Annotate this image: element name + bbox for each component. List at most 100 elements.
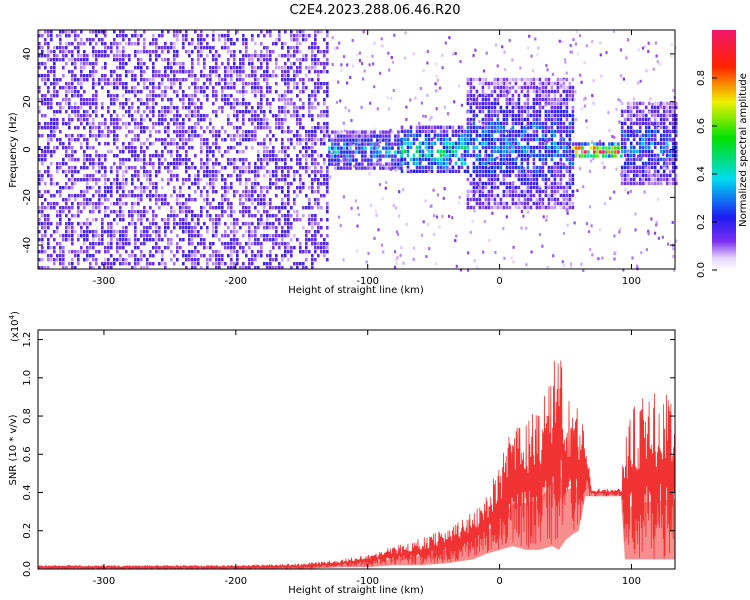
spectrogram-cell xyxy=(629,169,633,174)
spectrogram-cell xyxy=(107,198,110,202)
spectrogram-cell xyxy=(53,238,56,242)
spectrogram-cell xyxy=(221,62,224,66)
spectrogram-cell xyxy=(137,38,140,42)
spectrogram-cell xyxy=(215,58,218,62)
spectrogram-cell xyxy=(526,97,530,102)
spectrogram-cell xyxy=(559,117,563,122)
spectrogram-cell xyxy=(233,114,236,118)
spectrogram-cell xyxy=(311,134,314,138)
spectrogram-cell xyxy=(578,142,581,146)
spectrogram-cell xyxy=(299,106,302,110)
spectrogram-cell xyxy=(77,170,80,174)
spectrogram-cell xyxy=(233,238,236,242)
spectrogram-cell xyxy=(326,154,329,158)
spectrogram-cell xyxy=(236,114,239,118)
spectrogram-cell xyxy=(191,230,194,234)
spectrogram-cell xyxy=(553,165,557,170)
spectrogram-cell xyxy=(445,169,449,173)
spectrogram-cell xyxy=(565,125,569,130)
spectrogram-cell xyxy=(320,82,323,86)
spectrogram-cell xyxy=(56,202,59,206)
spectrogram-cell xyxy=(599,142,602,146)
spectrogram-cell xyxy=(257,254,260,258)
spectrogram-cell xyxy=(65,162,68,166)
spectrogram-cell xyxy=(134,226,137,230)
spectrogram-cell xyxy=(254,206,257,210)
spectrogram-cell xyxy=(308,98,311,102)
spectrogram-cell xyxy=(529,137,533,142)
spectrogram-cell xyxy=(409,145,413,149)
spectrogram-cell xyxy=(122,186,125,190)
spectrogram-cell xyxy=(113,138,116,142)
spectrogram-cell xyxy=(50,194,53,198)
spectrogram-cell xyxy=(44,182,47,186)
spectrogram-cell xyxy=(641,173,645,178)
spectrogram-cell xyxy=(445,125,449,129)
spectrogram-cell xyxy=(469,141,473,146)
spectrogram-cell xyxy=(269,150,272,154)
spectrogram-cell xyxy=(155,70,158,74)
spectrogram-cell xyxy=(71,106,74,110)
spectrogram-cell xyxy=(302,214,305,218)
spectrogram-cell xyxy=(317,102,320,106)
spectrogram-cell xyxy=(56,90,59,94)
spectrogram-cell xyxy=(475,201,479,206)
spectrogram-cell xyxy=(116,246,119,250)
spectrogram-cell xyxy=(83,118,86,122)
spectrogram-cell xyxy=(242,262,245,266)
spectrogram-cell xyxy=(230,86,233,90)
spectrogram-cell xyxy=(299,186,302,190)
spectrogram-cell xyxy=(493,197,497,202)
spectrogram-cell xyxy=(469,81,473,86)
spectrogram-cell xyxy=(62,162,65,166)
spectrogram-cell xyxy=(275,74,278,78)
spectrogram-cell xyxy=(116,126,119,130)
spectrogram-cell xyxy=(125,178,128,182)
spectrogram-cell xyxy=(662,133,666,138)
spectrogram-cell xyxy=(182,98,185,102)
spectrogram-cell xyxy=(137,42,140,46)
spectrogram-cell xyxy=(508,141,512,146)
spectrogram-cell xyxy=(436,133,440,137)
spectrogram-cell xyxy=(296,86,299,90)
spectrogram-cell xyxy=(559,113,563,118)
spectrogram-cell xyxy=(296,170,299,174)
spectrogram-cell xyxy=(254,90,257,94)
spectrogram-cell xyxy=(472,97,476,102)
spectrogram-cell xyxy=(382,146,385,150)
spectrogram-cell xyxy=(143,110,146,114)
spectrogram-cell xyxy=(59,46,62,50)
spectrogram-cell xyxy=(41,258,44,262)
spectrogram-cell xyxy=(89,198,92,202)
spectrogram-cell xyxy=(641,161,645,166)
spectrogram-cell xyxy=(469,133,473,138)
spectrogram-cell xyxy=(194,154,197,158)
spectrogram-cell xyxy=(95,230,98,234)
spectrogram-cell xyxy=(469,137,473,142)
spectrogram-cell xyxy=(221,94,224,98)
spectrogram-cell xyxy=(547,153,551,158)
spectrogram-cell xyxy=(182,62,185,66)
spectrogram-cell xyxy=(245,158,248,162)
spectrogram-cell xyxy=(254,214,257,218)
spectrogram-cell xyxy=(529,105,533,110)
spectrogram-cell xyxy=(158,34,161,38)
spectrogram-cell xyxy=(433,161,437,165)
spectrogram-cell xyxy=(128,262,131,266)
spectrogram-cell xyxy=(508,77,512,82)
spectrogram-cell xyxy=(311,90,314,94)
spectrogram-cell xyxy=(415,145,419,149)
spectrogram-cell xyxy=(182,122,185,126)
spectrogram-cell xyxy=(556,81,560,86)
spectrogram-cell xyxy=(638,137,642,142)
spectrogram-cell xyxy=(326,134,329,138)
spectrogram-cell xyxy=(41,50,44,54)
spectrogram-cell xyxy=(104,154,107,158)
spectrogram-cell xyxy=(460,157,464,161)
spectrogram-cell xyxy=(182,262,185,266)
spectrogram-cell xyxy=(74,158,77,162)
spectrogram-cell xyxy=(53,114,56,118)
spectrogram-cell xyxy=(317,126,320,130)
spectrogram-cell xyxy=(260,50,263,54)
spectrogram-cell xyxy=(161,138,164,142)
